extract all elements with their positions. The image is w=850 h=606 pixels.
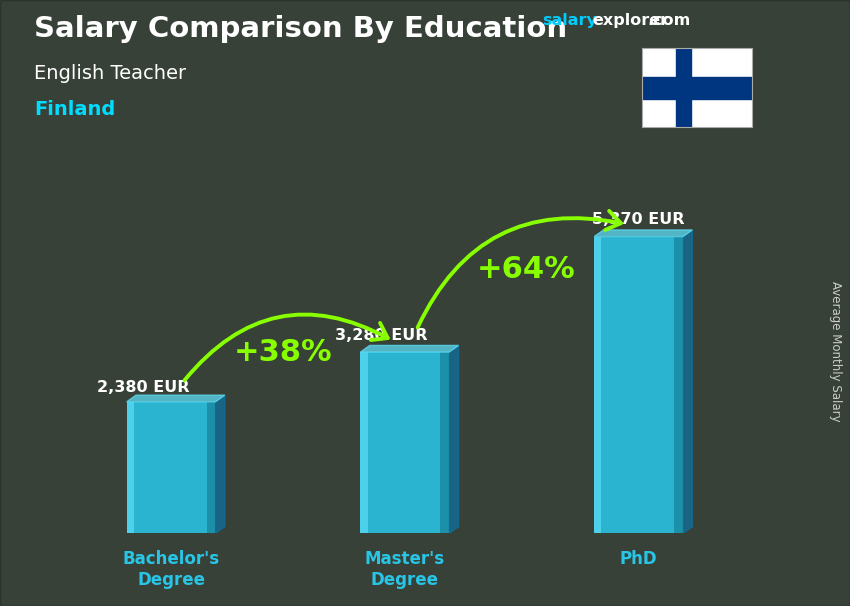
Polygon shape	[360, 345, 459, 352]
Polygon shape	[449, 345, 459, 533]
Polygon shape	[683, 230, 692, 533]
Polygon shape	[127, 395, 224, 402]
Text: +38%: +38%	[234, 338, 332, 367]
Text: explorer: explorer	[592, 13, 669, 28]
Text: English Teacher: English Teacher	[34, 64, 186, 82]
Text: +64%: +64%	[477, 255, 575, 284]
FancyBboxPatch shape	[594, 236, 683, 533]
Text: 5,370 EUR: 5,370 EUR	[592, 212, 685, 227]
FancyBboxPatch shape	[127, 402, 215, 533]
Text: 3,280 EUR: 3,280 EUR	[335, 328, 428, 343]
Text: .com: .com	[648, 13, 691, 28]
Polygon shape	[215, 395, 224, 533]
FancyBboxPatch shape	[360, 352, 449, 533]
Bar	[127, 402, 133, 533]
Bar	[642, 77, 752, 99]
Text: Finland: Finland	[34, 100, 116, 119]
Bar	[360, 352, 367, 533]
FancyArrowPatch shape	[184, 315, 388, 381]
Polygon shape	[594, 230, 692, 236]
Bar	[676, 48, 691, 127]
Bar	[674, 236, 683, 533]
Text: salary: salary	[542, 13, 598, 28]
Text: 2,380 EUR: 2,380 EUR	[97, 379, 190, 395]
Text: Salary Comparison By Education: Salary Comparison By Education	[34, 15, 567, 43]
Bar	[440, 352, 449, 533]
Bar	[207, 402, 215, 533]
Text: Average Monthly Salary: Average Monthly Salary	[829, 281, 842, 422]
FancyArrowPatch shape	[417, 211, 620, 327]
Bar	[594, 236, 601, 533]
